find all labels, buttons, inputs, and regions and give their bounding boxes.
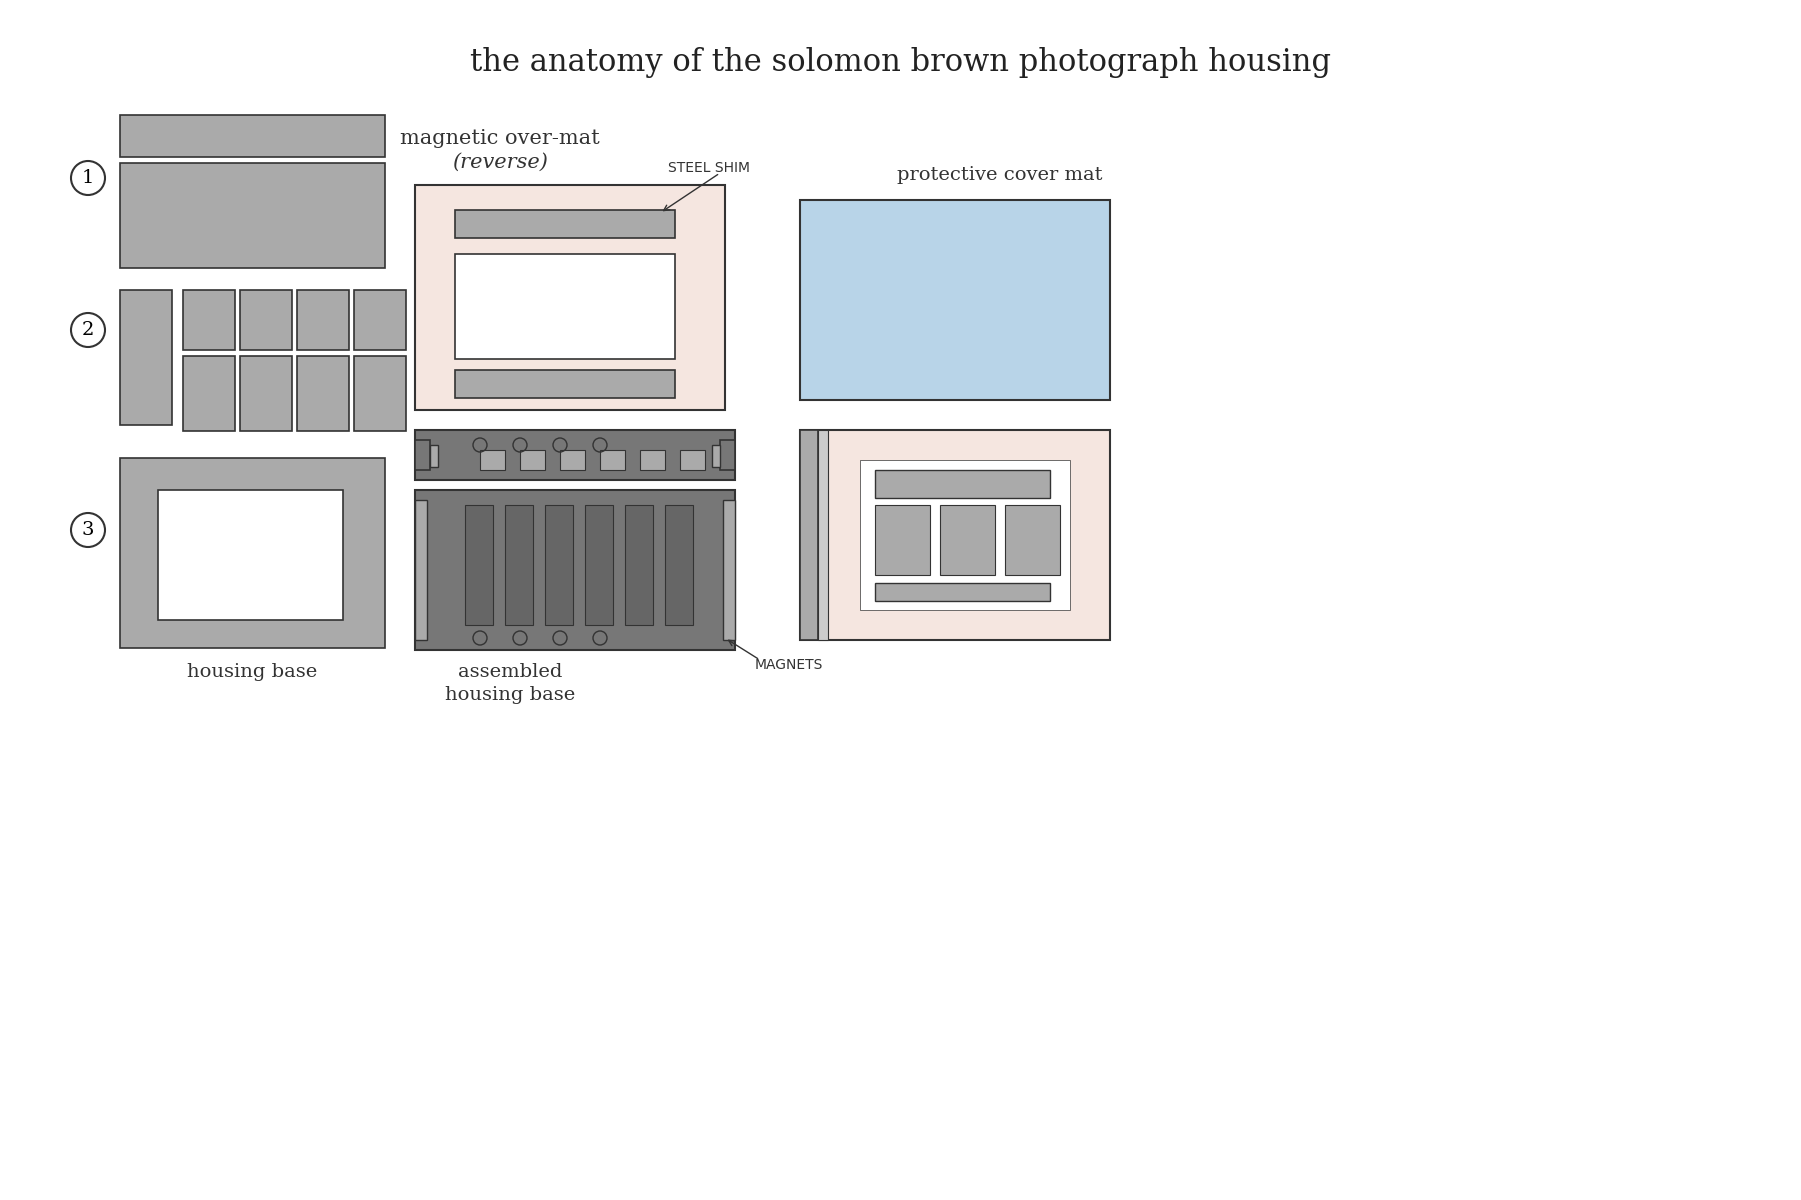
- Text: STEEL SHIM: STEEL SHIM: [668, 161, 749, 175]
- Bar: [456, 210, 675, 238]
- Text: 2: 2: [81, 320, 94, 338]
- Text: magnetic over-mat: magnetic over-mat: [400, 128, 600, 148]
- Bar: [184, 290, 234, 350]
- Text: the anatomy of the solomon brown photograph housing: the anatomy of the solomon brown photogr…: [470, 47, 1331, 78]
- Bar: [722, 500, 735, 640]
- Bar: [414, 500, 427, 640]
- Bar: [1005, 505, 1061, 575]
- Bar: [297, 356, 349, 431]
- Bar: [665, 505, 693, 625]
- Bar: [681, 450, 704, 470]
- Bar: [585, 505, 612, 625]
- Text: (reverse): (reverse): [452, 152, 548, 172]
- Text: assembled: assembled: [457, 662, 562, 680]
- Bar: [414, 490, 735, 650]
- Bar: [800, 430, 818, 640]
- Bar: [456, 254, 675, 359]
- Text: 1: 1: [81, 169, 94, 187]
- Text: MAGNETS: MAGNETS: [755, 658, 823, 672]
- Text: 3: 3: [81, 521, 94, 539]
- Bar: [430, 445, 438, 467]
- Bar: [121, 115, 385, 157]
- Bar: [158, 490, 342, 620]
- Bar: [800, 430, 1109, 640]
- Bar: [414, 430, 735, 480]
- Bar: [875, 470, 1050, 498]
- Bar: [711, 445, 720, 467]
- Bar: [465, 505, 493, 625]
- Bar: [600, 450, 625, 470]
- Text: protective cover mat: protective cover mat: [897, 166, 1102, 184]
- Bar: [625, 505, 654, 625]
- Bar: [800, 200, 1109, 400]
- Bar: [546, 505, 573, 625]
- Bar: [818, 430, 828, 640]
- Bar: [481, 450, 504, 470]
- Text: housing base: housing base: [187, 662, 317, 680]
- Bar: [720, 440, 735, 470]
- Bar: [240, 356, 292, 431]
- Bar: [639, 450, 665, 470]
- Bar: [414, 440, 430, 470]
- Bar: [861, 460, 1070, 610]
- Bar: [520, 450, 546, 470]
- Bar: [560, 450, 585, 470]
- Bar: [121, 163, 385, 268]
- Bar: [875, 583, 1050, 601]
- Bar: [121, 458, 385, 648]
- Bar: [297, 290, 349, 350]
- Bar: [355, 356, 405, 431]
- Bar: [504, 505, 533, 625]
- Bar: [875, 505, 929, 575]
- Bar: [355, 290, 405, 350]
- Bar: [240, 290, 292, 350]
- Bar: [414, 185, 726, 410]
- Bar: [456, 370, 675, 398]
- Bar: [184, 356, 234, 431]
- Bar: [121, 290, 173, 425]
- Text: housing base: housing base: [445, 686, 575, 704]
- Bar: [940, 505, 994, 575]
